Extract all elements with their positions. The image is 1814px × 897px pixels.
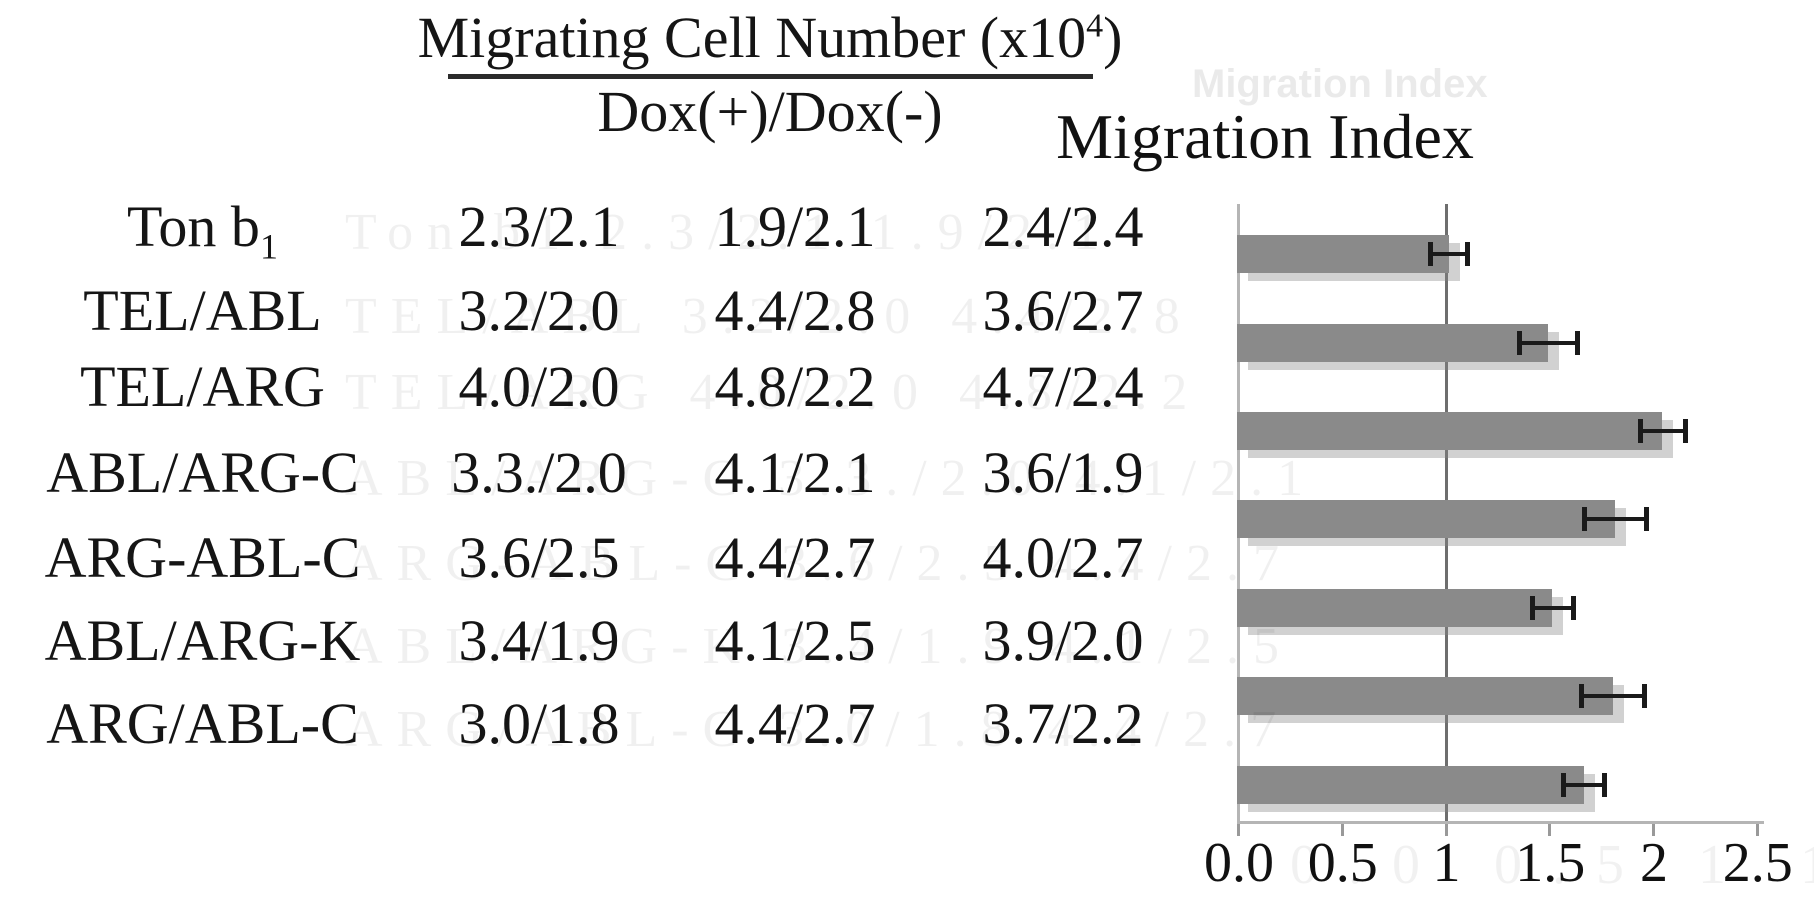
error-bar-cap-left (1581, 507, 1587, 531)
bar (1237, 500, 1615, 538)
ghost-row-text: ABL/ARG-K 3.4/1.9 4.1/2.5 (345, 618, 1293, 675)
cell-value: 3.2/2.0 (458, 278, 620, 343)
error-bar-line (1531, 606, 1574, 610)
x-axis-tick (1755, 824, 1759, 836)
ghost-row-text: ARG/ABL-C 3.0/1.8 4.4/2.7 (345, 701, 1291, 758)
bar (1237, 324, 1549, 362)
ghost-row-text: TEL/ARG 4.0/2.0 4.8/2.2 (345, 364, 1202, 421)
cell-value: 4.1/2.1 (714, 440, 876, 505)
error-bar-cap-right (1465, 242, 1471, 266)
row-label: ARG/ABL-C (46, 691, 359, 756)
error-bar-cap-right (1571, 596, 1577, 620)
row-label-subscript: 1 (259, 226, 278, 267)
ghost-row-text: Ton b1 2.3/2.1 1.9/2.1 (345, 204, 1114, 261)
error-bar-cap-left (1517, 331, 1523, 355)
error-bar-cap-right (1575, 331, 1581, 355)
cell-value: 3.6/1.9 (982, 440, 1144, 505)
cell-value: 3.6/2.7 (982, 278, 1144, 343)
ghost-x-axis-labels: 0.0 0.5 1 1.5 2 2.5 (1290, 834, 1814, 896)
row-label: ABL/ARG-C (46, 440, 359, 505)
bar (1237, 412, 1663, 450)
cell-value: 4.7/2.4 (982, 354, 1144, 419)
ghost-chart-title: Migration Index (1192, 62, 1488, 106)
row-label: TEL/ARG (80, 354, 325, 419)
x-axis-tick-label: 1.5 (1515, 832, 1586, 894)
header-numerator: Migrating Cell Number (x104) (330, 6, 1210, 70)
x-axis-tick-label: 2.5 (1722, 832, 1793, 894)
error-bar-cap-right (1602, 773, 1608, 797)
header-numerator-close: ) (1103, 5, 1123, 70)
error-bar-cap-right (1683, 419, 1689, 443)
ghost-row-text: ARG-ABL-C 3.6/2.5 4.4/2.7 (345, 535, 1293, 592)
error-bar-cap-right (1641, 684, 1647, 708)
x-axis-tick-label: 1 (1432, 832, 1461, 894)
cell-value: 4.0/2.7 (982, 525, 1144, 590)
cell-value: 4.4/2.7 (714, 691, 876, 756)
x-axis-tick (1652, 824, 1655, 836)
ghost-row-text: TEL/ABL 3.2/2.0 4.4/2.8 (345, 288, 1194, 345)
error-bar-line (1519, 341, 1578, 345)
error-bar-line (1429, 252, 1468, 256)
table-header-fraction: Migrating Cell Number (x104) Dox(+)/Dox(… (330, 6, 1210, 143)
x-axis-tick (1444, 824, 1448, 836)
cell-value: 4.8/2.2 (714, 354, 876, 419)
cell-value: 4.4/2.8 (714, 278, 876, 343)
cell-value: 3.3./2.0 (451, 440, 627, 505)
header-numerator-exponent: 4 (1086, 7, 1104, 45)
error-bar-cap-right (1643, 507, 1649, 531)
bar (1237, 235, 1449, 273)
cell-value: 3.7/2.2 (982, 691, 1144, 756)
bar (1237, 589, 1553, 627)
bar (1237, 677, 1613, 715)
cell-value: 2.4/2.4 (982, 194, 1144, 259)
cell-value: 3.9/2.0 (982, 608, 1144, 673)
bar (1237, 766, 1584, 804)
cell-value: 4.0/2.0 (458, 354, 620, 419)
error-bar-cap-left (1560, 773, 1566, 797)
cell-value: 4.4/2.7 (714, 525, 876, 590)
header-numerator-text: Migrating Cell Number (x10 (417, 5, 1087, 70)
x-axis-tick (1237, 824, 1240, 836)
row-label: TEL/ABL (83, 278, 322, 343)
cell-value: 1.9/2.1 (714, 194, 876, 259)
row-label: ARG-ABL-C (44, 525, 361, 590)
cell-value: 4.1/2.5 (714, 608, 876, 673)
fraction-bar (447, 74, 1093, 79)
error-bar-line (1583, 517, 1646, 521)
error-bar-line (1562, 783, 1605, 787)
error-bar-cap-left (1579, 684, 1585, 708)
x-axis-tick-label: 2 (1640, 832, 1668, 894)
x-axis-tick (1548, 824, 1552, 836)
error-bar-cap-left (1637, 419, 1643, 443)
cell-value: 3.6/2.5 (458, 525, 620, 590)
row-label: ABL/ARG-K (44, 608, 361, 673)
cell-value: 3.0/1.8 (458, 691, 620, 756)
x-axis-line (1237, 821, 1764, 824)
ghost-row-text: ABL/ARG-C 3.3./2.0 4.1/2.1 (345, 450, 1318, 507)
cell-value: 3.4/1.9 (458, 608, 620, 673)
row-label: Ton b1 (127, 194, 278, 267)
x-axis-tick-label: 0.0 (1204, 832, 1274, 894)
error-bar-cap-left (1529, 596, 1535, 620)
x-axis-tick-label: 0.5 (1307, 832, 1378, 894)
error-bar-cap-left (1427, 242, 1433, 266)
cell-value: 2.3/2.1 (458, 194, 620, 259)
error-bar-line (1581, 694, 1644, 698)
x-axis-tick (1340, 824, 1344, 836)
chart-title: Migration Index (1056, 101, 1474, 172)
error-bar-line (1639, 429, 1686, 433)
header-denominator: Dox(+)/Dox(-) (597, 79, 943, 144)
